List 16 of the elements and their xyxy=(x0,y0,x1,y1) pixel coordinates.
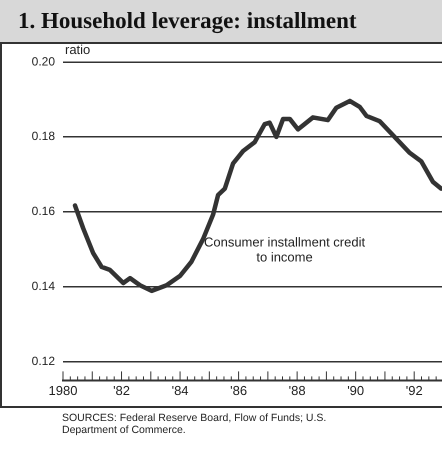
x-tick-label: '90 xyxy=(347,382,364,398)
x-tick-label: '86 xyxy=(230,382,248,398)
series-label: Consumer installment credit to income xyxy=(204,234,366,264)
chart-title: 1. Household leverage: installment xyxy=(0,0,442,44)
y-tick-label: 0.16 xyxy=(32,204,56,218)
x-tick-label: '84 xyxy=(172,382,189,398)
x-tick-label: 1980 xyxy=(48,382,78,398)
y-tick-label: 0.20 xyxy=(32,54,56,68)
x-tick-label: '82 xyxy=(113,382,130,398)
source-note: SOURCES: Federal Reserve Board, Flow of Funds; U.S. Department of Commerce. xyxy=(62,412,328,436)
y-axis-title: ratio xyxy=(65,42,90,58)
y-tick-label: 0.14 xyxy=(32,279,56,294)
x-tick-label: '88 xyxy=(288,382,306,398)
x-tick-label: '92 xyxy=(406,382,423,398)
y-tick-label: 0.18 xyxy=(32,129,56,144)
y-tick-label: 0.12 xyxy=(32,354,56,368)
